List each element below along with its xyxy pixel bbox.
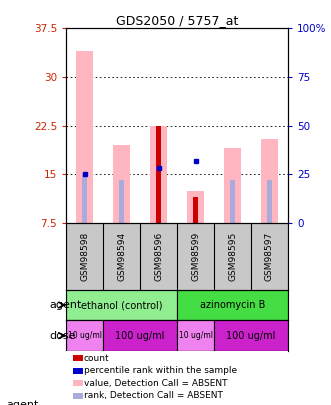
Text: GSM98595: GSM98595 xyxy=(228,232,237,281)
Text: dose: dose xyxy=(50,330,76,341)
Bar xyxy=(177,290,288,320)
Text: percentile rank within the sample: percentile rank within the sample xyxy=(84,367,237,375)
Text: 100 ug/ml: 100 ug/ml xyxy=(226,330,276,341)
Text: count: count xyxy=(84,354,110,363)
Text: rank, Detection Call = ABSENT: rank, Detection Call = ABSENT xyxy=(84,392,223,401)
Bar xyxy=(177,320,214,351)
Bar xyxy=(156,164,161,223)
Text: 10 ug/ml: 10 ug/ml xyxy=(68,331,102,340)
Bar xyxy=(66,290,177,320)
Title: GDS2050 / 5757_at: GDS2050 / 5757_at xyxy=(116,14,238,27)
Text: agent: agent xyxy=(7,400,39,405)
Bar xyxy=(224,148,241,223)
Text: 10 ug/ml: 10 ug/ml xyxy=(178,331,213,340)
Bar xyxy=(113,145,130,223)
Bar xyxy=(150,126,167,223)
Bar xyxy=(76,51,93,223)
Text: GSM98599: GSM98599 xyxy=(191,232,200,281)
Bar xyxy=(73,368,83,374)
Bar xyxy=(73,380,83,386)
Text: GSM98597: GSM98597 xyxy=(265,232,274,281)
Bar xyxy=(187,190,204,223)
Bar xyxy=(66,320,103,351)
Text: azinomycin B: azinomycin B xyxy=(200,300,265,310)
Bar xyxy=(261,139,278,223)
Text: value, Detection Call = ABSENT: value, Detection Call = ABSENT xyxy=(84,379,227,388)
Bar xyxy=(103,320,177,351)
Text: GSM98596: GSM98596 xyxy=(154,232,163,281)
Bar xyxy=(193,197,198,223)
Bar xyxy=(214,320,288,351)
Bar xyxy=(73,393,83,399)
Text: 100 ug/ml: 100 ug/ml xyxy=(116,330,165,341)
Text: ethanol (control): ethanol (control) xyxy=(81,300,163,310)
Bar xyxy=(82,174,87,223)
Bar xyxy=(230,180,235,223)
Text: GSM98598: GSM98598 xyxy=(80,232,89,281)
Bar xyxy=(73,356,83,361)
Text: GSM98594: GSM98594 xyxy=(117,232,126,281)
Bar xyxy=(119,180,124,223)
Text: agent: agent xyxy=(50,300,82,310)
Bar xyxy=(156,126,161,223)
Bar xyxy=(267,180,272,223)
